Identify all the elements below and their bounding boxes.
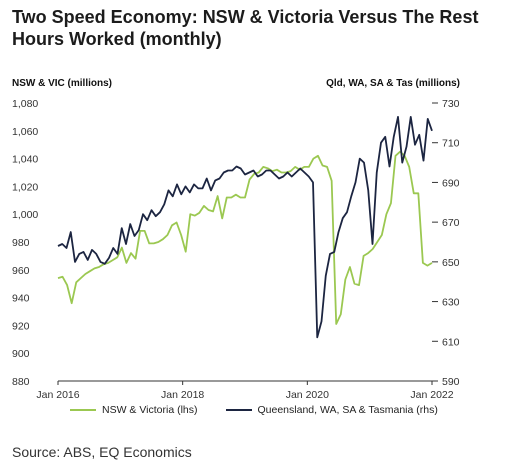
series-line-rest xyxy=(57,116,433,339)
legend: NSW & Victoria (lhs) Queensland, WA, SA … xyxy=(70,404,466,416)
right-tick-label: 630 xyxy=(442,297,460,309)
series-line-nsw-vic xyxy=(57,150,433,325)
legend-label-rest: Queensland, WA, SA & Tasmania (rhs) xyxy=(257,404,438,416)
chart-title: Two Speed Economy: NSW & Victoria Versus… xyxy=(12,6,512,50)
legend-label-nsw-vic: NSW & Victoria (lhs) xyxy=(102,404,198,416)
left-tick-label: 1,020 xyxy=(12,181,38,193)
legend-swatch-rest xyxy=(225,409,252,411)
left-tick-label: 1,080 xyxy=(12,98,38,110)
left-tick-label: 880 xyxy=(12,376,30,388)
x-tick-label: Jan 2022 xyxy=(410,389,453,401)
left-tick-label: 960 xyxy=(12,265,30,277)
right-axis-label: Qld, WA, SA & Tas (millions) xyxy=(326,78,460,89)
left-tick-label: 940 xyxy=(12,293,30,305)
source-note: Source: ABS, EQ Economics xyxy=(12,444,192,460)
left-tick-label: 1,040 xyxy=(12,154,38,166)
legend-swatch-nsw-vic xyxy=(70,409,96,411)
x-tick-label: Jan 2016 xyxy=(36,389,79,401)
left-tick-label: 1,060 xyxy=(12,126,38,138)
right-tick-label: 650 xyxy=(442,257,460,269)
left-tick-label: 980 xyxy=(12,237,30,249)
right-tick-label: 730 xyxy=(442,98,460,110)
chart-title-line-1: Two Speed Economy: NSW & Victoria Versus… xyxy=(12,7,479,27)
legend-item-nsw-vic: NSW & Victoria (lhs) xyxy=(70,404,198,416)
left-tick-label: 920 xyxy=(12,320,30,332)
right-tick-label: 690 xyxy=(442,177,460,189)
legend-item-rest: Queensland, WA, SA & Tasmania (rhs) xyxy=(225,404,438,416)
right-tick-label: 670 xyxy=(442,217,460,229)
left-axis-label: NSW & VIC (millions) xyxy=(12,78,112,89)
x-tick-label: Jan 2020 xyxy=(286,389,329,401)
chart-title-line-2: Hours Worked (monthly) xyxy=(12,29,222,49)
right-tick-label: 610 xyxy=(442,336,460,348)
right-tick-label: 710 xyxy=(442,138,460,150)
x-tick-label: Jan 2018 xyxy=(161,389,204,401)
left-tick-label: 900 xyxy=(12,348,30,360)
left-tick-label: 1,000 xyxy=(12,209,38,221)
right-tick-label: 590 xyxy=(442,376,460,388)
